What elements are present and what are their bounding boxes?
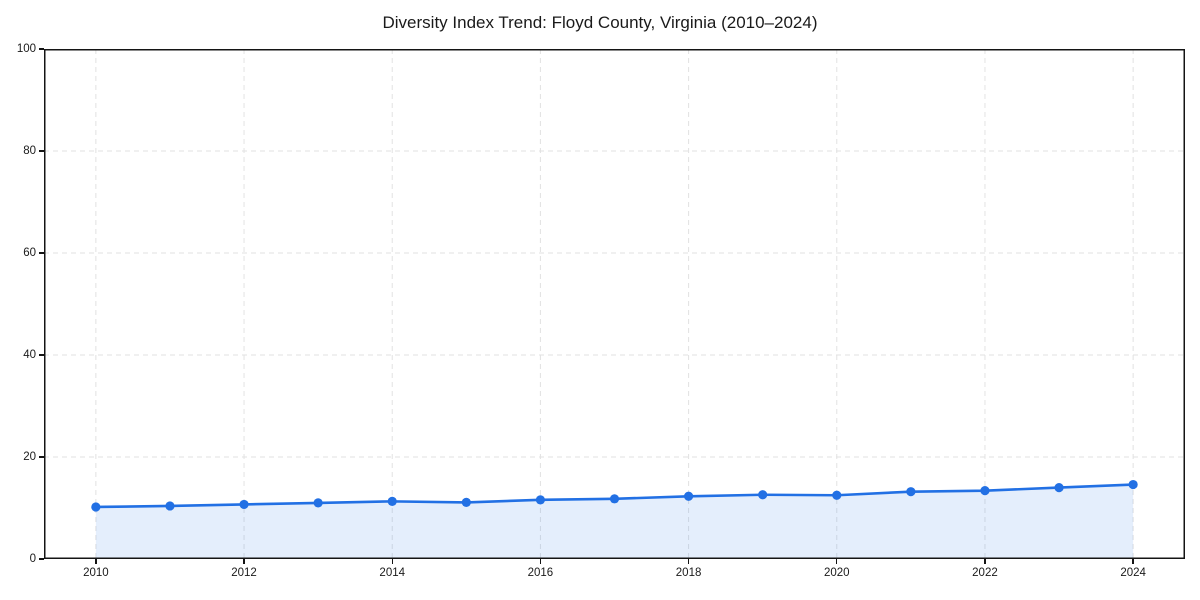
x-axis-tick-label: 2010 <box>83 567 109 579</box>
x-axis-tick-label: 2020 <box>823 567 850 579</box>
data-point-marker <box>91 502 101 512</box>
x-axis-tick-label: 2016 <box>527 567 554 579</box>
y-axis-tick-label: 0 <box>29 553 36 565</box>
y-axis-tick-label: 40 <box>23 349 36 361</box>
data-point-marker <box>165 501 175 511</box>
y-axis-tick-label: 20 <box>23 451 36 463</box>
y-axis-tick-mark <box>39 150 44 152</box>
y-axis-tick-mark <box>39 456 44 458</box>
data-point-marker <box>535 495 546 505</box>
data-point-marker <box>980 486 990 496</box>
x-axis-tick-mark <box>687 559 690 564</box>
plot-area <box>44 49 1185 559</box>
x-axis-tick-label: 2012 <box>231 567 257 579</box>
x-axis-tick-label: 2024 <box>1120 567 1146 579</box>
x-axis-tick-mark <box>95 559 97 564</box>
data-point-marker <box>1054 483 1064 493</box>
x-axis-tick-label: 2018 <box>675 567 702 579</box>
x-axis-tick-mark <box>1132 559 1134 564</box>
x-axis-tick-label: 2014 <box>379 567 406 579</box>
y-axis-tick-label: 80 <box>23 145 36 157</box>
x-axis-tick-mark <box>836 559 838 564</box>
y-axis-tick-mark <box>39 48 44 50</box>
data-point-marker <box>1128 479 1138 490</box>
x-axis-tick-mark <box>539 559 542 564</box>
data-point-marker <box>313 498 323 508</box>
x-axis-tick-mark <box>391 559 393 564</box>
chart-title: Diversity Index Trend: Floyd County, Vir… <box>382 13 818 32</box>
y-axis-tick-mark <box>39 558 44 560</box>
data-point-marker <box>239 499 249 510</box>
data-point-marker <box>387 496 397 506</box>
data-point-marker <box>609 494 620 504</box>
plot-canvas <box>44 49 1185 559</box>
data-point-marker <box>461 497 471 507</box>
x-axis-tick-mark <box>243 559 245 564</box>
y-axis-tick-mark <box>39 252 44 254</box>
data-point-marker <box>906 487 916 497</box>
data-point-marker <box>832 490 842 500</box>
y-axis-tick-mark <box>39 354 44 356</box>
x-axis-tick-label: 2022 <box>972 567 998 579</box>
data-point-marker <box>758 490 768 500</box>
data-point-marker <box>683 491 694 501</box>
plot-border <box>44 49 1185 559</box>
x-axis-tick-mark <box>984 559 986 564</box>
y-axis-tick-label: 60 <box>23 247 36 259</box>
y-axis-tick-label: 100 <box>16 43 36 55</box>
